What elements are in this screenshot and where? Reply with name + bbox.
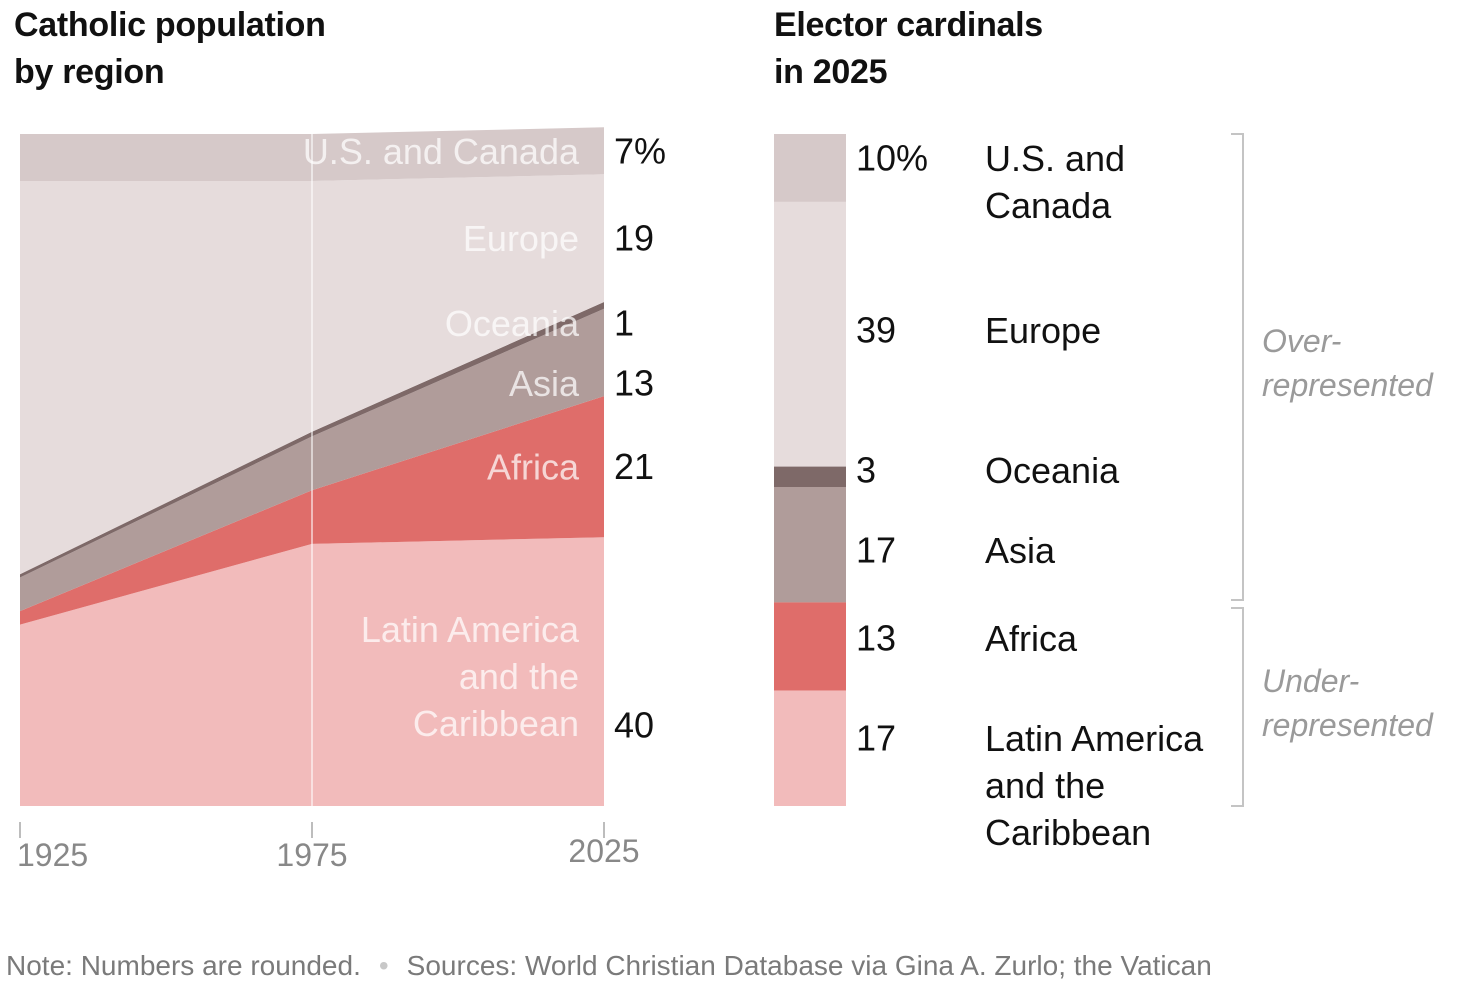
footer-sources: Sources: World Christian Database via Gi…	[406, 950, 1212, 981]
area-oceania	[20, 302, 604, 578]
population-area-chart: Latin America and the Caribbean 40 Africa 21 A…	[17, 127, 666, 873]
end-value-asia: 13	[614, 363, 654, 404]
bar-region-line: and the	[985, 765, 1105, 806]
bar-value-oceania: 3	[856, 450, 876, 491]
area-label-line: Oceania	[445, 303, 580, 344]
bar-segment-africa	[774, 602, 846, 691]
bar-region-line: Canada	[985, 185, 1112, 226]
group-label-line: represented	[1262, 707, 1434, 743]
area-label-line: Caribbean	[413, 703, 579, 744]
group-bracket-under-represented	[1231, 607, 1244, 807]
bar-segment-europe	[774, 201, 846, 467]
group-label-over-represented: Over-represented	[1262, 323, 1434, 403]
group-label-under-represented: Under-represented	[1262, 663, 1434, 743]
bar-region-africa: Africa	[985, 618, 1078, 659]
area-label-line: U.S. and Canada	[303, 130, 580, 171]
bar-region-asia: Asia	[985, 530, 1056, 571]
charts-canvas: Latin America and the Caribbean 40 Africa 21 A…	[17, 127, 1434, 873]
bar-segment-u-s-and-canada	[774, 134, 846, 202]
footer: Note: Numbers are rounded. • Sources: Worl…	[6, 950, 1212, 982]
bar-value-latin-america-and-the-caribbean: 17	[856, 718, 896, 759]
bar-value-africa: 13	[856, 618, 896, 659]
bar-region-line: Oceania	[985, 450, 1120, 491]
area-label-oceania: Oceania	[445, 303, 580, 344]
group-label-line: represented	[1262, 367, 1434, 403]
end-value-latin-america-and-the-caribbean: 40	[614, 705, 654, 746]
x-tick-label: 2025	[568, 833, 639, 869]
area-label-africa: Africa	[487, 446, 580, 487]
bar-region-line: Europe	[985, 310, 1101, 351]
area-label-line: Europe	[463, 218, 579, 259]
bar-region-europe: Europe	[985, 310, 1101, 351]
cardinals-chart-title: Elector cardinals in 2025	[774, 2, 1043, 96]
group-label-line: Over-	[1262, 323, 1341, 359]
bar-segment-latin-america-and-the-caribbean	[774, 690, 846, 806]
cardinals-chart-title-line: Elector cardinals	[774, 6, 1043, 44]
population-chart-title-line: Catholic population	[14, 6, 326, 44]
bar-value-u-s-and-canada: 10%	[856, 138, 928, 179]
bar-region-oceania: Oceania	[985, 450, 1120, 491]
bar-region-latin-america-and-the-caribbean: Latin America and the Caribbean	[985, 718, 1204, 853]
area-label-line: and the	[459, 656, 579, 697]
end-value-oceania: 1	[614, 303, 634, 344]
bar-region-u-s-and-canada: U.S. and Canada	[985, 138, 1125, 226]
group-label-line: Under-	[1262, 663, 1359, 699]
end-value-europe: 19	[614, 218, 654, 259]
population-chart-title-line: by region	[14, 53, 165, 91]
area-label-europe: Europe	[463, 218, 579, 259]
area-label-line: Asia	[509, 363, 580, 404]
x-tick-label: 1975	[276, 837, 347, 873]
area-label-line: Africa	[487, 446, 580, 487]
x-tick-label: 1925	[17, 837, 88, 873]
area-label-line: Latin America	[361, 609, 580, 650]
footer-separator: •	[378, 950, 389, 981]
bar-segment-oceania	[774, 466, 846, 487]
bar-region-line: Latin America	[985, 718, 1204, 759]
bar-region-line: Africa	[985, 618, 1078, 659]
area-label-asia: Asia	[509, 363, 580, 404]
cardinals-stacked-bar-chart: 10% U.S. and Canada 39 Europe 3 Oceania 17 Asia 1…	[774, 133, 1434, 853]
bar-region-line: Caribbean	[985, 812, 1151, 853]
footer-note: Note: Numbers are rounded.	[6, 950, 361, 981]
end-value-africa: 21	[614, 446, 654, 487]
area-label-latin-america-and-the-caribbean: Latin America and the Caribbean	[361, 609, 580, 744]
bar-region-line: Asia	[985, 530, 1056, 571]
bar-value-asia: 17	[856, 530, 896, 571]
cardinals-chart-title-line: in 2025	[774, 53, 888, 91]
bar-segment-asia	[774, 487, 846, 603]
end-value-u-s-and-canada: 7%	[614, 130, 666, 171]
bar-value-europe: 39	[856, 310, 896, 351]
group-bracket-over-represented	[1231, 133, 1244, 601]
population-chart-title: Catholic population by region	[14, 2, 326, 96]
bar-region-line: U.S. and	[985, 138, 1125, 179]
area-label-u-s-and-canada: U.S. and Canada	[303, 130, 580, 171]
